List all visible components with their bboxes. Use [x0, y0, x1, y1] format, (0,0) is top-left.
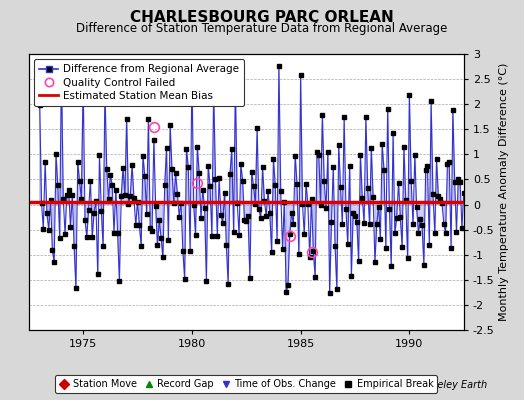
Text: Berkeley Earth: Berkeley Earth: [415, 380, 487, 390]
Y-axis label: Monthly Temperature Anomaly Difference (°C): Monthly Temperature Anomaly Difference (…: [499, 63, 509, 321]
Text: CHARLESBOURG PARC ORLEAN: CHARLESBOURG PARC ORLEAN: [130, 10, 394, 25]
Legend: Station Move, Record Gap, Time of Obs. Change, Empirical Break: Station Move, Record Gap, Time of Obs. C…: [56, 375, 437, 393]
Text: Difference of Station Temperature Data from Regional Average: Difference of Station Temperature Data f…: [77, 22, 447, 35]
Legend: Difference from Regional Average, Quality Control Failed, Estimated Station Mean: Difference from Regional Average, Qualit…: [34, 59, 244, 106]
